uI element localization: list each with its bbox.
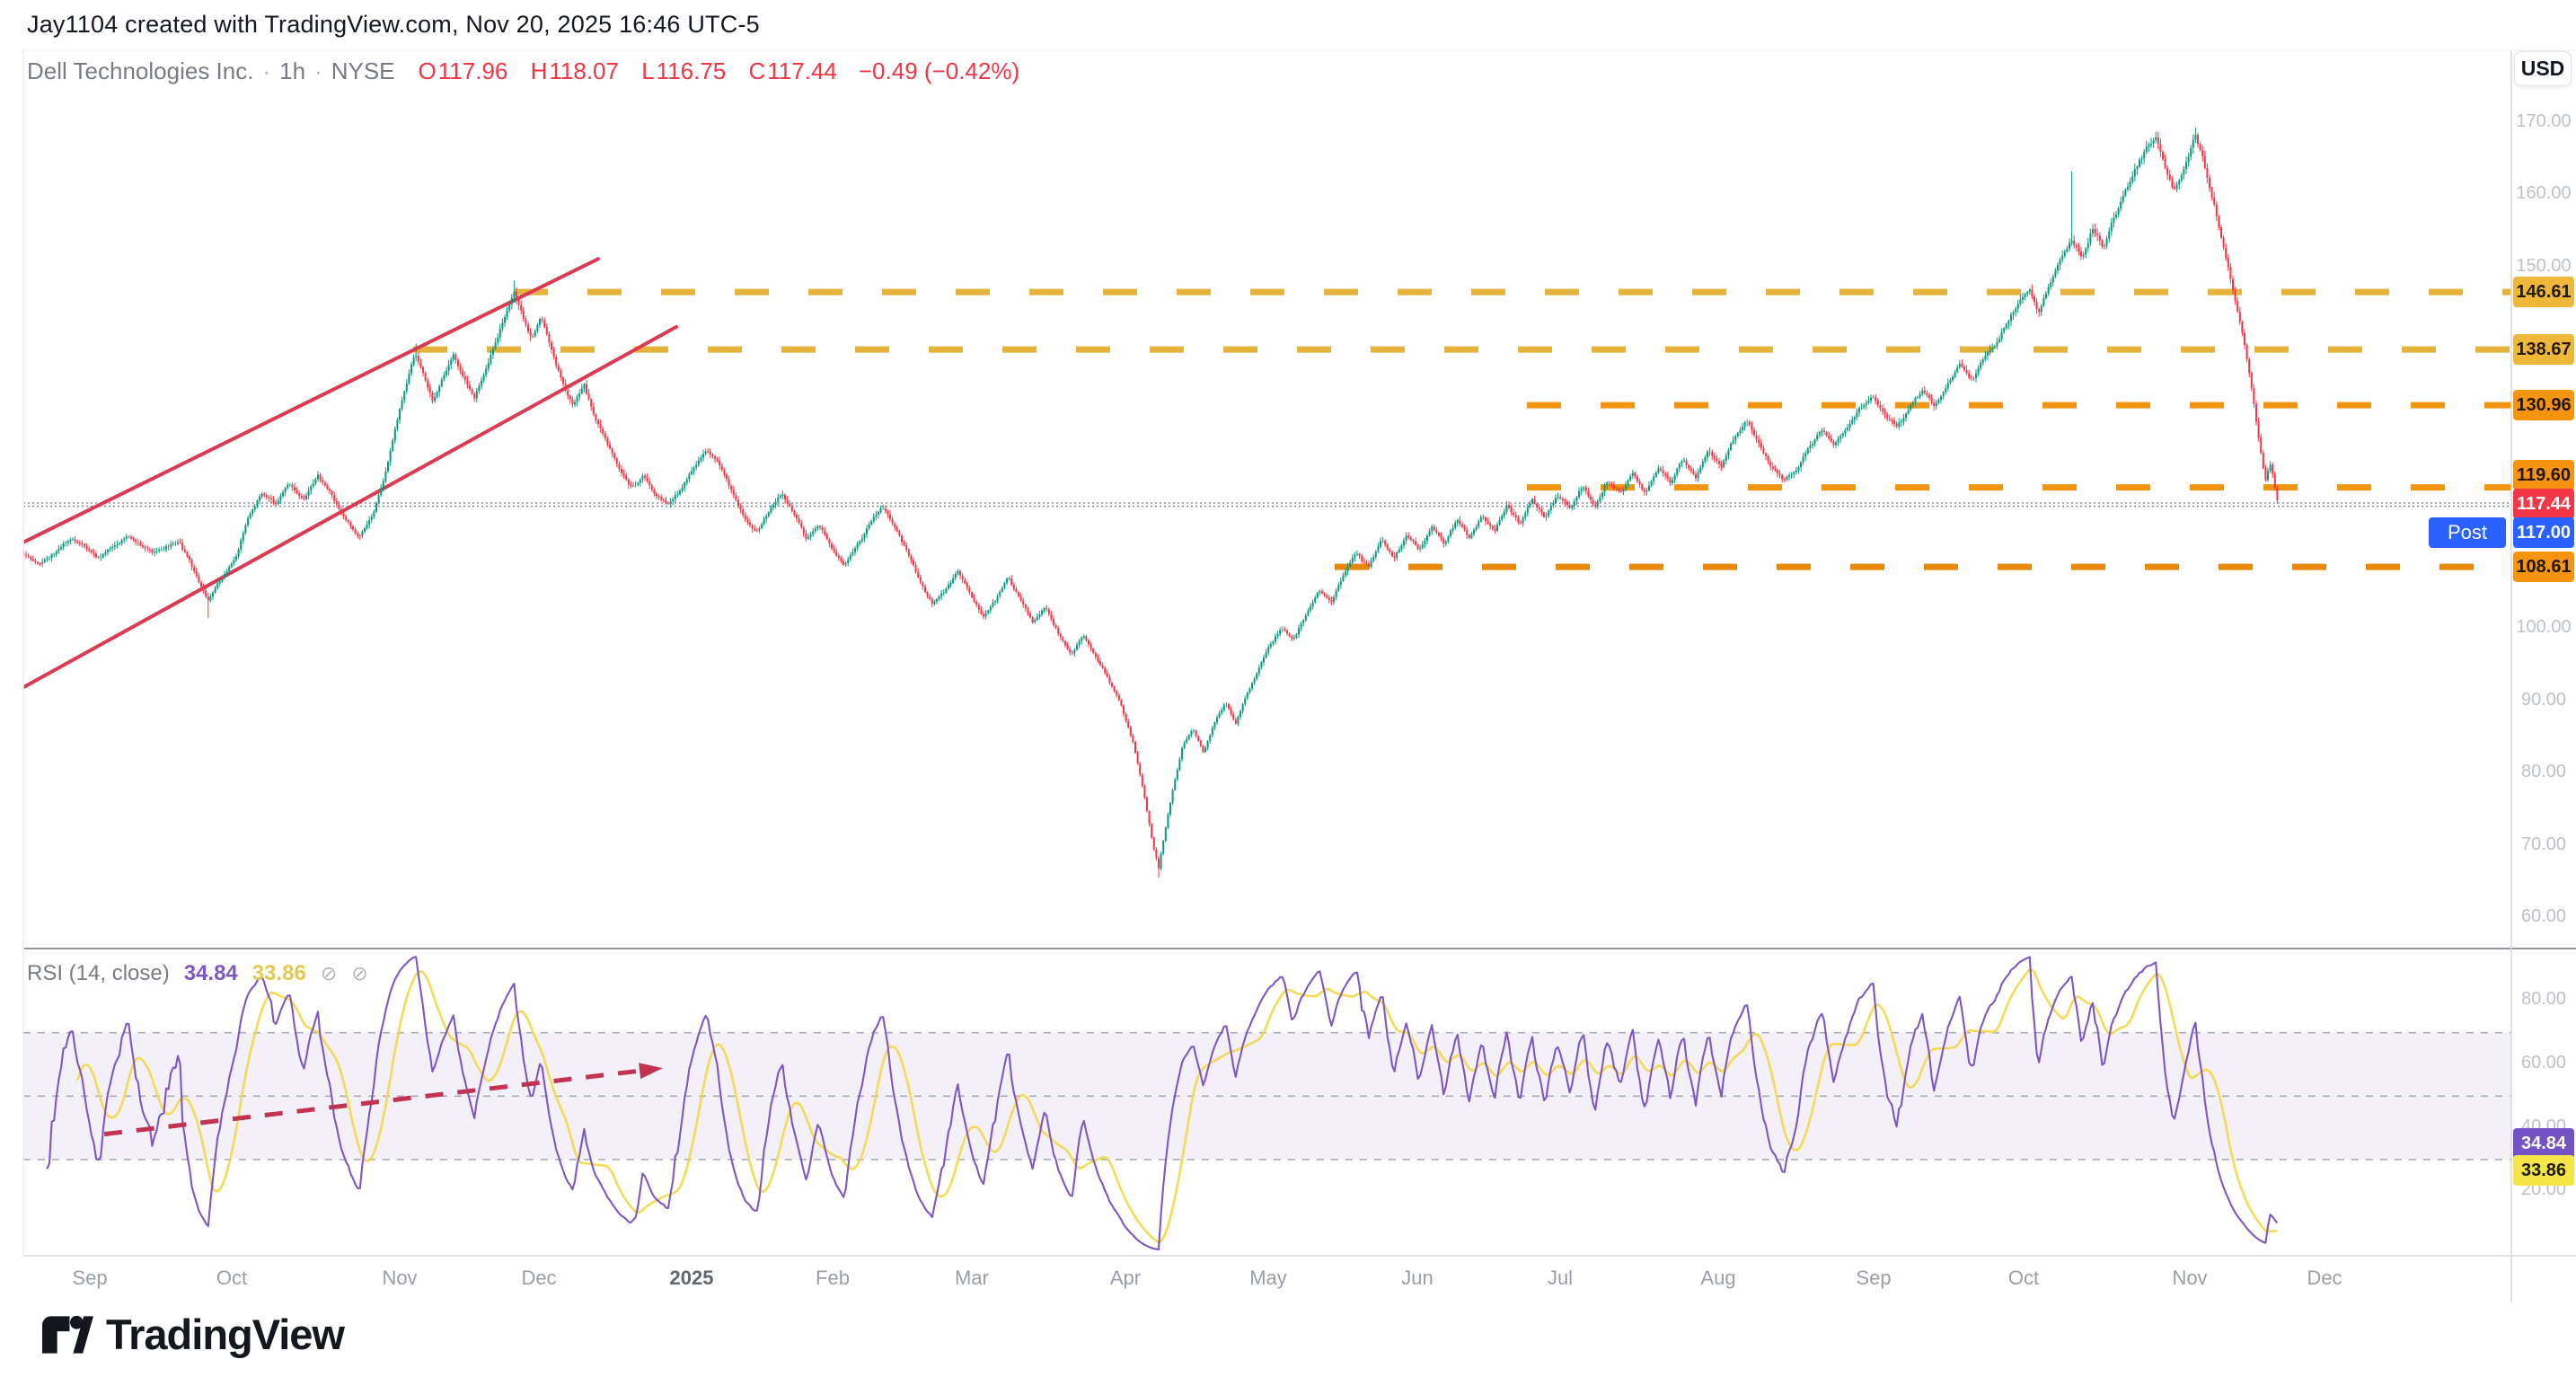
price-change: −0.49 (−0.42%) <box>858 57 1020 84</box>
low-value: L116.75 <box>641 57 727 84</box>
close-value: C117.44 <box>748 57 837 84</box>
logo-text: TradingView <box>106 1311 345 1358</box>
rsi-ma-value: 33.86 <box>251 961 306 985</box>
tradingview-logo[interactable]: TradingView <box>41 1310 345 1359</box>
time-axis-label: Sep <box>72 1267 108 1289</box>
legend-separator: · <box>314 57 322 84</box>
time-axis-label: Nov <box>2172 1267 2208 1289</box>
legend-separator: · <box>262 57 271 84</box>
price-tick-label: 70.00 <box>2520 834 2567 854</box>
price-level-badge: 138.67 <box>2513 334 2574 366</box>
symbol-title: Dell Technologies Inc. <box>27 57 254 84</box>
time-axis-label: May <box>1249 1267 1287 1289</box>
last-price-badge: 117.44 <box>2513 489 2574 519</box>
price-tick-label: 170.00 <box>2516 110 2572 131</box>
time-axis-label: 2025 <box>669 1267 714 1289</box>
rsi-legend: RSI (14, close) 34.84 33.86 ⊘ ⊘ <box>27 961 368 986</box>
currency-button[interactable]: USD <box>2514 51 2572 86</box>
time-axis-label: Feb <box>816 1267 850 1289</box>
time-axis-label: Sep <box>1856 1267 1892 1289</box>
time-axis-label: Apr <box>1109 1267 1142 1289</box>
time-axis-label: Oct <box>216 1267 248 1289</box>
price-level-badge: 146.61 <box>2513 277 2574 308</box>
time-axis-label: Nov <box>382 1267 418 1289</box>
time-axis-label: Mar <box>955 1267 989 1289</box>
rsi-tick-label: 60.00 <box>2520 1053 2567 1072</box>
open-value: O117.96 <box>418 57 508 84</box>
time-axis-label: Jun <box>1401 1267 1434 1289</box>
rsi-value-badge: 33.86 <box>2513 1155 2574 1186</box>
symbol-exchange: NYSE <box>331 57 395 84</box>
price-level-badge: 119.60 <box>2513 460 2574 490</box>
rsi-value: 34.84 <box>183 961 238 985</box>
price-level-badge: 108.61 <box>2513 552 2574 583</box>
high-value: H118.07 <box>530 57 619 84</box>
time-axis-label: Aug <box>1700 1267 1736 1289</box>
price-tick-label: 80.00 <box>2520 762 2567 782</box>
price-tick-label: 150.00 <box>2516 255 2572 276</box>
time-axis-label: Jul <box>1547 1267 1574 1289</box>
rsi-title: RSI (14, close) <box>27 961 170 985</box>
time-axis-label: Dec <box>2307 1267 2342 1289</box>
rsi-value-badge: 34.84 <box>2513 1128 2574 1159</box>
post-price-badge: 117.00 <box>2513 517 2574 548</box>
price-level-badge: 130.96 <box>2513 390 2574 421</box>
price-tick-label: 160.00 <box>2516 183 2572 204</box>
symbol-legend: Dell Technologies Inc. · 1h · NYSE O117.… <box>27 57 1019 85</box>
tradingview-logo-glyph-icon <box>41 1315 93 1354</box>
post-market-tag: Post <box>2429 517 2506 548</box>
symbol-interval: 1h <box>279 57 306 84</box>
rsi-tick-label: 80.00 <box>2520 989 2567 1010</box>
top-bar-attribution: Jay1104 created with TradingView.com, No… <box>27 11 760 38</box>
empty-set-icon: ⊘ <box>320 962 338 984</box>
ohlc-values: O117.96 H118.07 L116.75 C117.44 <box>419 57 853 85</box>
price-tick-label: 60.00 <box>2520 906 2567 927</box>
time-axis-label: Oct <box>2007 1267 2040 1289</box>
empty-set-icon: ⊘ <box>351 962 368 984</box>
price-tick-label: 90.00 <box>2520 689 2567 710</box>
time-axis-label: Dec <box>521 1267 557 1289</box>
price-tick-label: 100.00 <box>2516 617 2572 638</box>
